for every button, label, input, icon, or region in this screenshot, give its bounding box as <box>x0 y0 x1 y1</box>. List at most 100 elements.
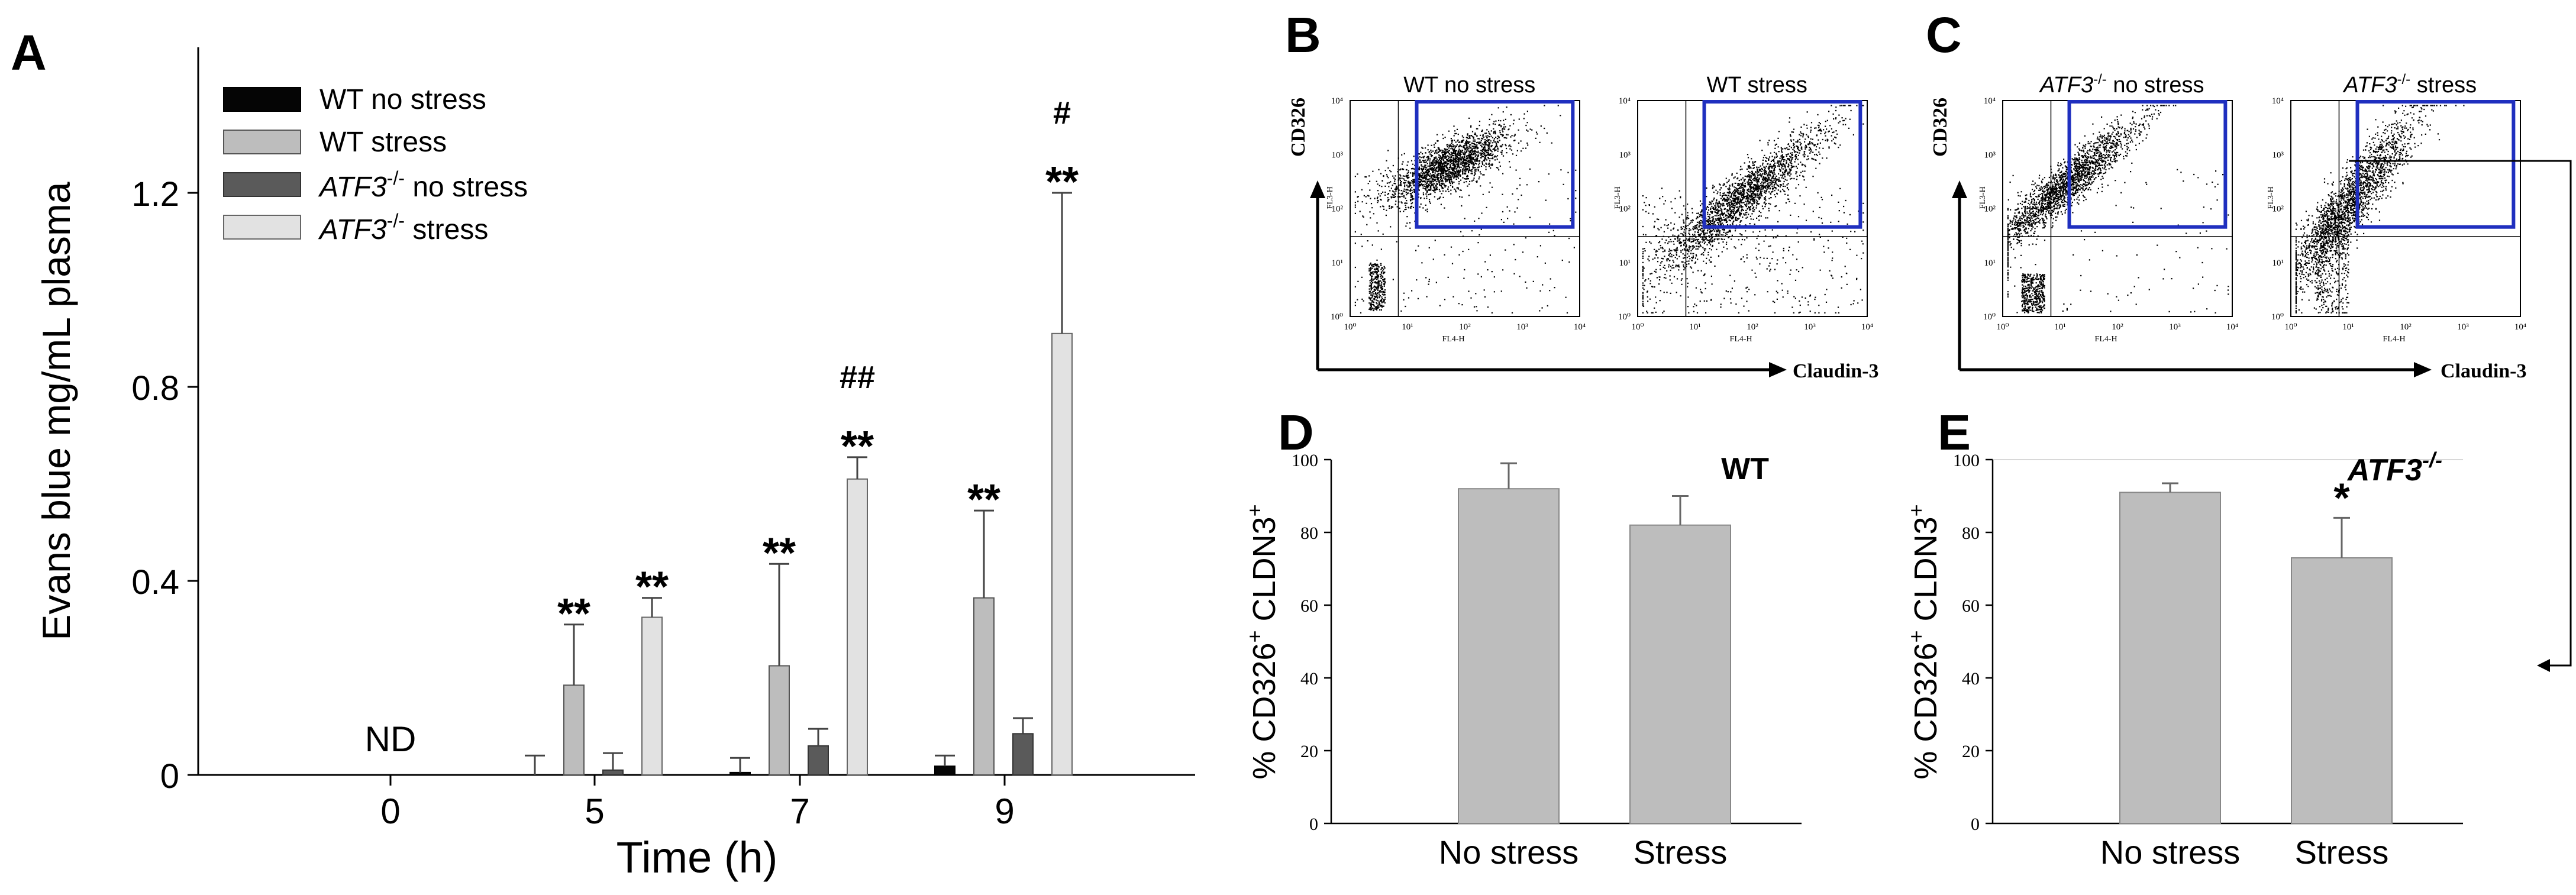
chart-e-ytick-label: 100 <box>1953 451 1980 470</box>
chart-d-ytick-label: 80 <box>1300 524 1318 543</box>
chart-e-xtick-label: Stress <box>2295 833 2389 871</box>
flow-ytick-label: 10³ <box>1332 150 1344 160</box>
flow-xtick-label: 10³ <box>2457 322 2469 332</box>
chart-a-ytick-label: 1.2 <box>131 175 179 214</box>
flow-ytick-label: 10³ <box>1984 150 1996 160</box>
chart-a-bar <box>729 771 751 776</box>
chart-e-title: ATF3-/- <box>2346 448 2442 487</box>
chart-a-annotation: ND <box>365 719 417 759</box>
chart-a-annotation: ** <box>1045 159 1079 206</box>
chart-a-bar <box>641 616 663 776</box>
flow-events <box>2295 105 2465 314</box>
flow-c-xaxis-arrowhead <box>2414 362 2432 377</box>
flow-plot-title: ATF3-/- stress <box>2342 72 2477 98</box>
chart-a-legend: WT no stress WT stress ATF3-/- no stress… <box>223 84 528 245</box>
chart-a-annotation: ** <box>967 476 1000 524</box>
panel-label-b: B <box>1285 7 1321 63</box>
flow-plot-title: WT stress <box>1707 73 1807 98</box>
legend-swatch-atf3-no-stress <box>223 172 301 197</box>
flow-ytick-label: 10⁴ <box>1984 96 1996 106</box>
legend-label-wt-stress: WT stress <box>319 127 447 158</box>
chart-d-ytick-label: 40 <box>1300 669 1318 689</box>
flow-ytick-label: 10² <box>2272 205 2284 214</box>
flow-panel-c: CD326 Claudin-3 10⁰10⁰10¹10¹10²10²10³10³… <box>1929 72 2572 672</box>
chart-d-ytick-label: 0 <box>1309 815 1318 834</box>
flow-ytick-label: 10¹ <box>1984 259 1996 268</box>
flow-c-yaxis-label: CD326 <box>1929 98 1951 157</box>
chart-a-bar <box>847 478 868 776</box>
chart-d-ylabel: % CD326+ CLDN3+ <box>1242 504 1282 779</box>
chart-a-xtick-label: 7 <box>790 791 809 831</box>
flow-xaxis-small: FL4-H <box>1730 335 1752 344</box>
chart-e: 0 20 40 60 80 100 No stress Stress * % CD326+ CLD… <box>1904 448 2463 871</box>
chart-e-significance: * <box>2333 474 2350 521</box>
flow-xtick-label: 10¹ <box>1402 322 1413 332</box>
chart-d-xtick-label: Stress <box>1634 833 1728 871</box>
legend-swatch-wt-stress <box>223 130 301 154</box>
chart-a-xtick-label: 9 <box>995 791 1014 831</box>
flow-ytick-label: 10⁴ <box>1619 96 1631 106</box>
flow-gate <box>1415 100 1575 229</box>
flow-xaxis-small: FL4-H <box>1442 335 1465 344</box>
flow-c-yaxis-arrowhead <box>1952 180 1967 198</box>
flow-xtick-label: 10⁰ <box>1996 322 2009 332</box>
chart-e-xtick-label: No stress <box>2100 833 2241 871</box>
chart-e-ytick-label: 0 <box>1971 815 1980 834</box>
chart-d-ytick-label: 20 <box>1300 742 1318 761</box>
flow-gate <box>2067 100 2228 229</box>
flow-ytick-label: 10³ <box>2272 150 2284 160</box>
chart-a-xlabel: Time (h) <box>616 833 778 882</box>
flow-plot-frame <box>2290 100 2521 317</box>
flow-ytick-label: 10³ <box>1619 150 1631 160</box>
panel-label-a: A <box>11 25 47 80</box>
flow-ytick-label: 10¹ <box>1332 259 1344 268</box>
chart-a-xtick-label: 5 <box>585 791 604 831</box>
chart-a-annotation: ## <box>840 360 875 395</box>
flow-xtick-label: 10³ <box>1516 322 1528 332</box>
chart-e-ytick-label: 40 <box>1962 669 1980 689</box>
flow-xtick-label: 10¹ <box>2054 322 2066 332</box>
flow-gate <box>1702 100 1862 229</box>
chart-d-title: WT <box>1721 452 1769 486</box>
flow-c-xaxis-label: Claudin-3 <box>2441 360 2527 382</box>
chart-a-bar <box>973 597 995 776</box>
chart-a-annotation: ** <box>763 529 796 577</box>
flow-ytick-label: 10⁴ <box>2272 96 2284 106</box>
legend-swatch-atf3-stress <box>223 215 301 240</box>
chart-a-annotation: # <box>1053 95 1071 131</box>
flow-xtick-label: 10⁰ <box>2284 322 2297 332</box>
panel-label-d: D <box>1278 405 1314 460</box>
flow-xtick-label: 10² <box>2400 322 2412 332</box>
chart-a-bar <box>1012 733 1034 776</box>
chart-a-ylabel: Evans blue mg/mL plasma <box>34 182 78 641</box>
chart-a-ytick-label: 0.8 <box>131 369 179 408</box>
flow-b-yaxis-label: CD326 <box>1287 98 1309 157</box>
chart-e-ylabel: % CD326+ CLDN3+ <box>1904 504 1944 779</box>
flow-xtick-label: 10³ <box>2169 322 2181 332</box>
chart-d-ytick-label: 100 <box>1292 451 1318 470</box>
flow-ytick-label: 10⁴ <box>1331 96 1343 106</box>
flow-plot-title: WT no stress <box>1403 73 1535 98</box>
chart-e-ytick-label: 60 <box>1962 596 1980 616</box>
flow-ytick-label: 10⁰ <box>2271 312 2284 322</box>
flow-events <box>1642 105 1864 314</box>
flow-ytick-label: 10² <box>1984 205 1996 214</box>
chart-a-ytick-label: 0.4 <box>131 563 179 602</box>
chart-d-bar <box>1629 524 1731 824</box>
flow-xaxis-small: FL4-H <box>2095 335 2117 344</box>
flow-plot-frame <box>1350 100 1580 317</box>
chart-a-bar <box>602 769 624 776</box>
chart-d-bar <box>1458 488 1560 824</box>
flow-gate <box>2355 100 2516 229</box>
legend-label-wt-no-stress: WT no stress <box>319 84 486 115</box>
flow-b-xaxis-arrowhead <box>1769 362 1787 377</box>
flow-xtick-label: 10¹ <box>1689 322 1701 332</box>
legend-swatch-wt-no-stress <box>223 87 301 112</box>
flow-ytick-label: 10¹ <box>1619 259 1631 268</box>
flow-xtick-label: 10¹ <box>2342 322 2354 332</box>
panel-label-e: E <box>1938 405 1971 460</box>
